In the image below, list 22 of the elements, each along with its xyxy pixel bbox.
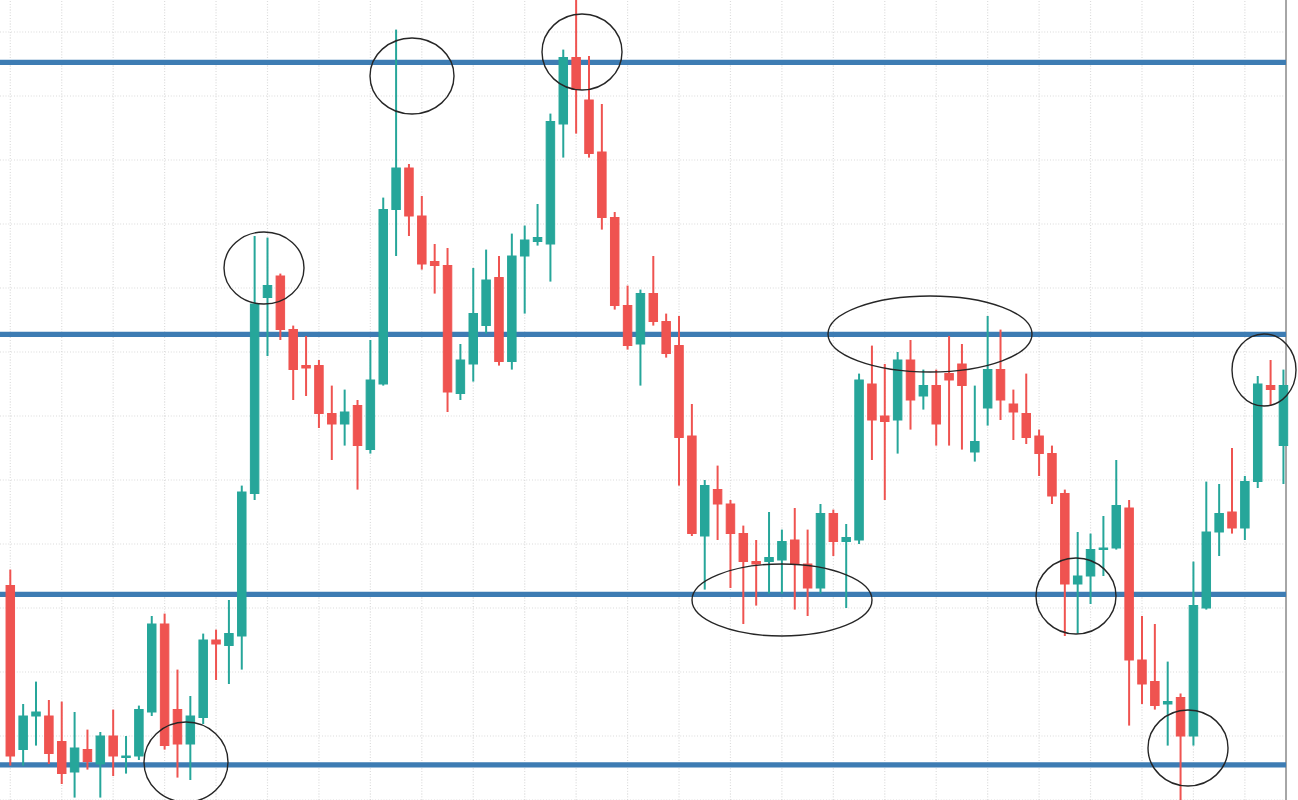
candlestick <box>82 728 93 771</box>
candlestick <box>712 464 723 541</box>
candlestick <box>982 315 993 427</box>
candlestick <box>69 711 80 799</box>
candlestick <box>970 384 980 463</box>
candlestick <box>108 708 118 777</box>
candlestick <box>571 0 581 135</box>
candlestick <box>918 368 929 411</box>
candlestick <box>905 339 916 431</box>
candlestick <box>1265 359 1276 407</box>
candlestick <box>1175 692 1186 800</box>
candlestick <box>1162 660 1173 747</box>
candlestick <box>95 731 106 799</box>
candlestick <box>352 399 363 491</box>
candlestick <box>995 328 1006 421</box>
candlestick <box>931 368 941 447</box>
candlestick <box>262 236 273 357</box>
candlestick <box>211 628 221 681</box>
candlestick <box>828 508 839 557</box>
candlestick <box>1227 447 1237 535</box>
candlestick <box>1008 388 1019 441</box>
candlestick <box>339 388 350 447</box>
